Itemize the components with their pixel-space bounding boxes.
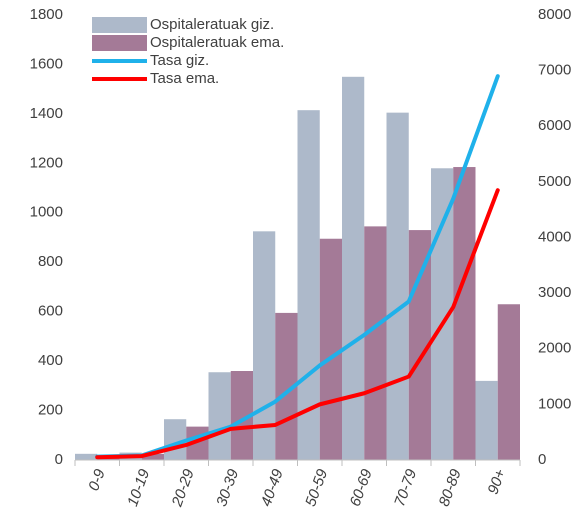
y-tick-label: 400 xyxy=(38,352,63,369)
bar xyxy=(475,380,498,460)
y2-tick-label: 5000 xyxy=(538,173,571,190)
line xyxy=(95,74,500,459)
legend-label: Tasa ema. xyxy=(150,70,219,87)
bar xyxy=(75,453,98,460)
bar xyxy=(386,112,409,461)
bar xyxy=(319,238,342,460)
x-tick-label: 40-49 xyxy=(258,466,287,508)
legend-label: Ospitaleratuak ema. xyxy=(150,34,284,51)
y-tick-label: 1200 xyxy=(30,154,63,171)
y2-tick-label: 3000 xyxy=(538,284,571,301)
y-tick-label: 600 xyxy=(38,303,63,320)
y2-tick-label: 2000 xyxy=(538,340,571,357)
bar xyxy=(364,226,387,460)
x-tick-label: 70-79 xyxy=(391,466,420,508)
y-tick-label: 1600 xyxy=(30,55,63,72)
y2-tick-label: 1000 xyxy=(538,395,571,412)
bar xyxy=(297,110,320,461)
x-tick-label: 20-29 xyxy=(168,466,198,509)
bar xyxy=(141,453,164,460)
x-tick-label: 0-9 xyxy=(85,466,109,493)
y-tick-label: 200 xyxy=(38,402,63,419)
x-tick-label: 80-89 xyxy=(436,466,465,508)
line xyxy=(95,188,500,460)
x-tick-label: 50-59 xyxy=(302,466,331,508)
legend-swatch xyxy=(92,17,147,33)
legend-swatch xyxy=(92,35,147,51)
y2-tick-label: 0 xyxy=(538,451,546,468)
legend-label: Tasa giz. xyxy=(150,52,209,69)
x-tick-label: 60-69 xyxy=(347,466,376,508)
y-tick-label: 1000 xyxy=(30,204,63,221)
y2-tick-label: 8000 xyxy=(538,6,571,23)
bar xyxy=(230,371,253,460)
bar xyxy=(497,304,520,460)
x-tick-label: 90+ xyxy=(485,467,510,497)
legend-label: Ospitaleratuak giz. xyxy=(150,16,274,33)
y-tick-label: 1800 xyxy=(30,6,63,23)
y-tick-label: 800 xyxy=(38,253,63,270)
y-tick-label: 1400 xyxy=(30,105,63,122)
y2-tick-label: 7000 xyxy=(538,62,571,79)
bar xyxy=(453,167,476,460)
y2-tick-label: 6000 xyxy=(538,117,571,134)
y-tick-label: 0 xyxy=(55,451,63,468)
bar xyxy=(342,76,365,461)
x-tick-label: 10-19 xyxy=(124,466,153,508)
bar xyxy=(208,372,231,460)
y2-tick-label: 4000 xyxy=(538,228,571,245)
x-tick-label: 30-39 xyxy=(213,466,242,508)
